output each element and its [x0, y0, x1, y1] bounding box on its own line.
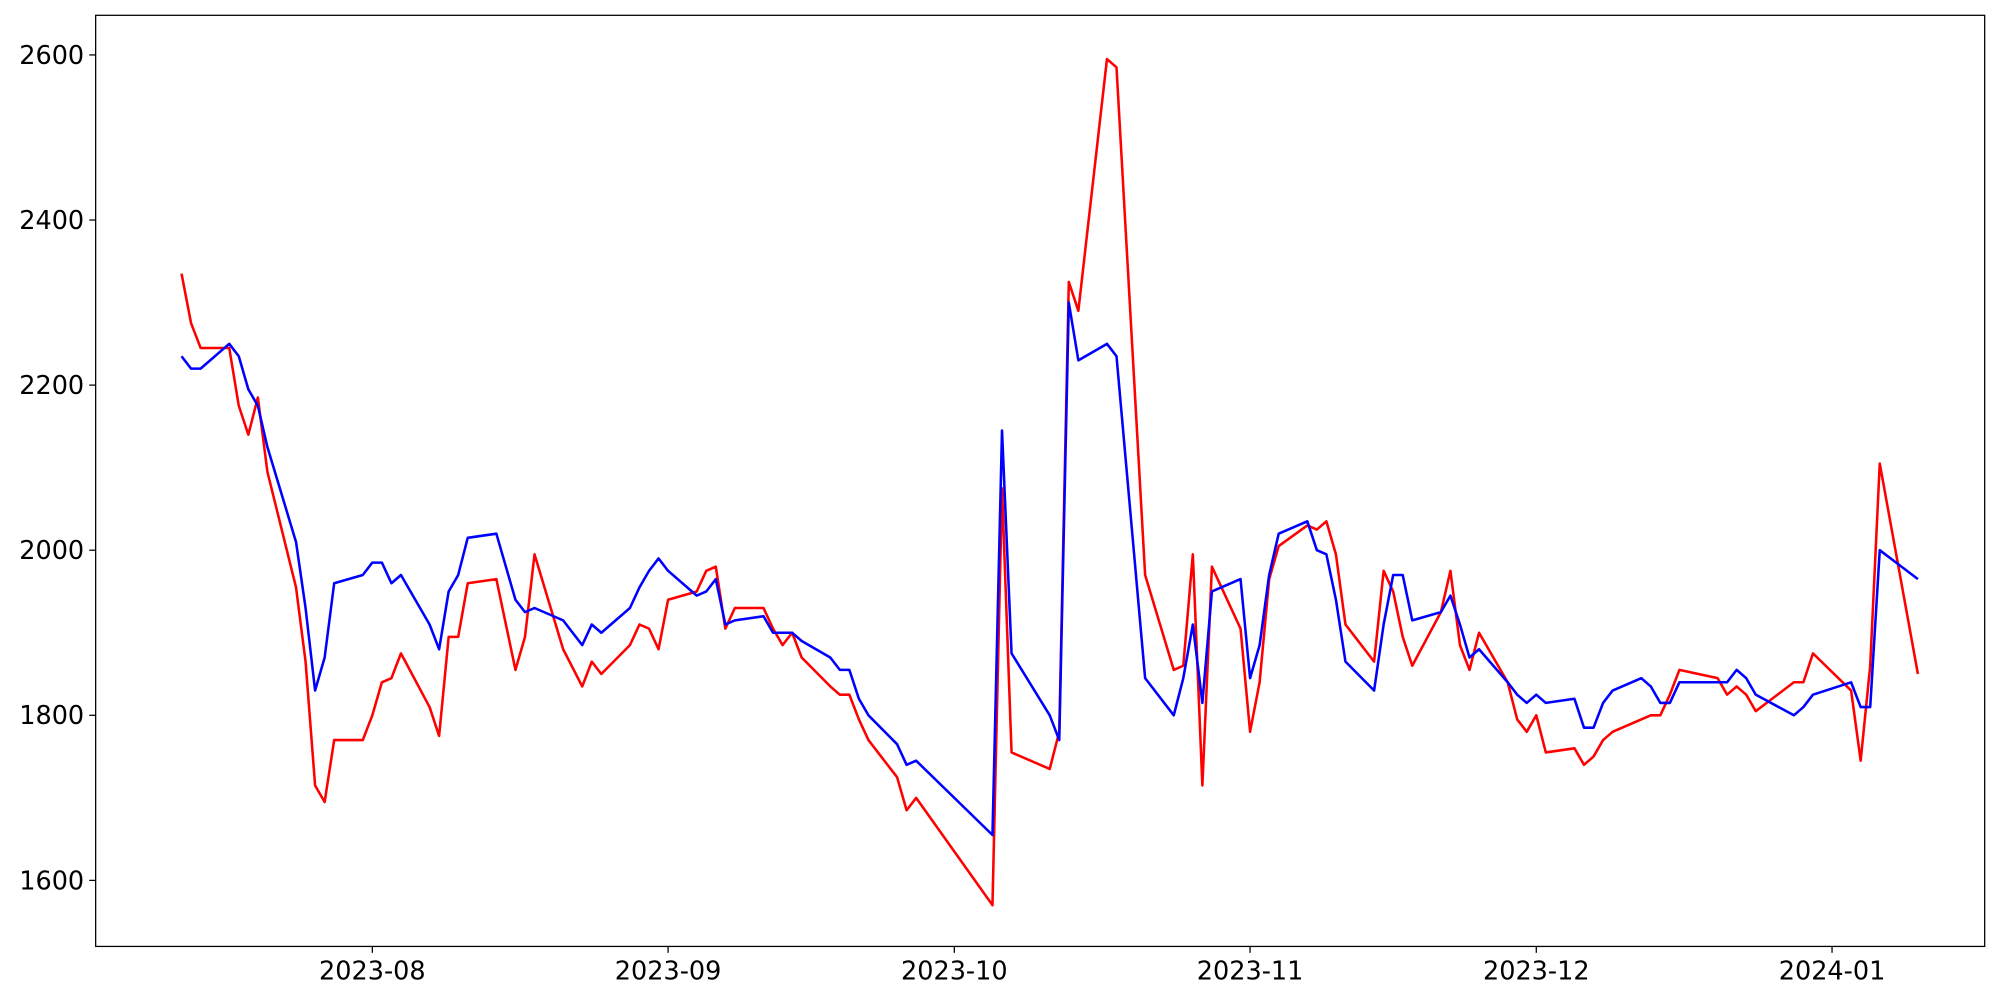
x-tick-label: 2023-08: [319, 957, 426, 987]
x-tick-label: 2023-09: [615, 957, 722, 987]
plot-frame: [95, 14, 1986, 948]
y-tick-label: 1800: [19, 701, 84, 731]
y-tick-label: 2400: [19, 206, 84, 236]
y-tick-label: 2000: [19, 536, 84, 566]
y-tick-label: 2600: [19, 41, 84, 71]
y-tick-label: 2200: [19, 371, 84, 401]
data-line: [180, 301, 1919, 837]
y-tick-label: 1600: [19, 866, 84, 896]
plot-area: [95, 15, 1985, 947]
x-tick-label: 2023-10: [901, 957, 1008, 987]
x-tick-label: 2023-12: [1483, 957, 1590, 987]
x-tick-label: 2023-11: [1197, 957, 1304, 987]
x-tick-label: 2024-01: [1779, 957, 1886, 987]
